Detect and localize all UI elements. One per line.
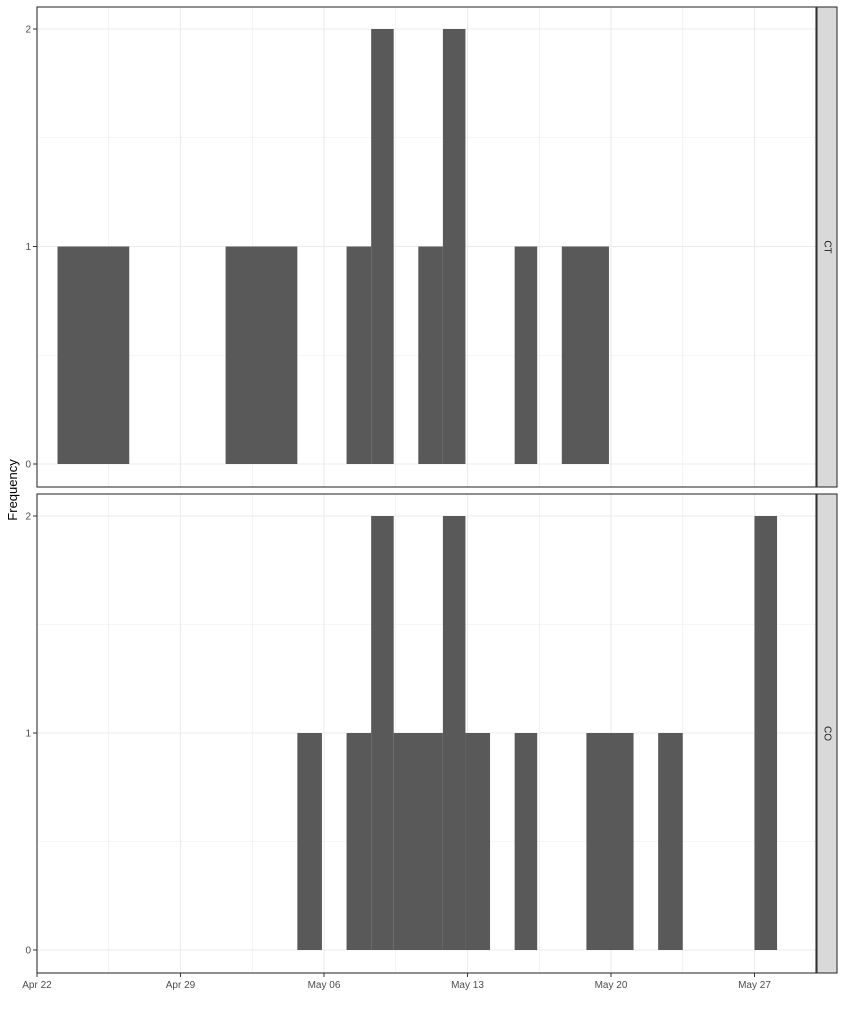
y-axis-title: Frequency <box>5 459 20 521</box>
histogram-bar <box>346 733 372 950</box>
histogram-bar <box>393 733 443 950</box>
facet-strip-label: CO <box>821 726 832 741</box>
x-tick-label: May 06 <box>308 980 341 991</box>
y-tick-label: 0 <box>25 460 31 471</box>
y-tick-label: 1 <box>25 242 31 253</box>
histogram-bar <box>658 733 683 950</box>
x-tick-label: May 20 <box>595 980 628 991</box>
x-tick-label: Apr 29 <box>166 980 196 991</box>
x-tick-label: May 13 <box>451 980 484 991</box>
y-tick-label: 1 <box>25 729 31 740</box>
histogram-bar <box>371 29 394 464</box>
facet-panel: 0 1 2 CT <box>25 6 838 488</box>
y-tick-label: 2 <box>25 25 31 36</box>
histogram-bar <box>297 733 322 950</box>
facet-strip <box>816 493 838 974</box>
histogram-bar <box>514 733 538 950</box>
histogram-bar <box>442 29 466 464</box>
facet-panel: 0 1 2 CO <box>25 493 838 974</box>
histogram-bar <box>754 516 778 950</box>
histogram-bar <box>371 516 394 950</box>
histogram-bar <box>57 246 130 464</box>
y-tick-label: 0 <box>25 946 31 957</box>
facet-strip <box>816 6 838 488</box>
y-tick-label: 2 <box>25 512 31 523</box>
histogram-bar <box>586 733 634 950</box>
histogram-bar <box>561 246 609 464</box>
histogram-bar <box>465 733 491 950</box>
facet-strip-label: CT <box>821 240 832 253</box>
histogram-bar <box>225 246 298 464</box>
x-tick-label: May 27 <box>738 980 771 991</box>
histogram-bar <box>442 516 466 950</box>
panels-layer: 0 1 2 CT 0 1 2 CO <box>25 6 838 974</box>
x-tick-label: Apr 22 <box>22 980 52 991</box>
histogram-bar <box>346 246 372 464</box>
histogram-bar <box>418 246 443 464</box>
x-axis: Apr 22 Apr 29 May 06 May 13 May 20 May 27 <box>22 973 771 991</box>
histogram-bar <box>514 246 538 464</box>
